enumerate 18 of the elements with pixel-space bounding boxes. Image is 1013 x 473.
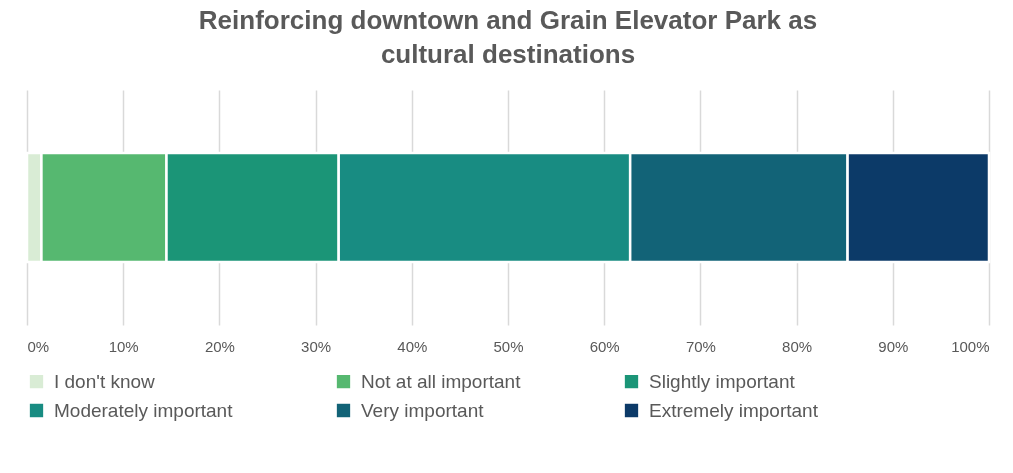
x-tick-label: 50% [493, 337, 524, 355]
legend-label: Very important [361, 399, 485, 421]
legend-label: Moderately important [54, 399, 234, 421]
legend-label: Slightly important [649, 370, 796, 392]
legend-label: Not at all important [361, 370, 522, 392]
x-tick-label: 20% [204, 337, 235, 355]
x-tick-label: 30% [301, 337, 332, 355]
x-tick-label: 60% [589, 337, 620, 355]
chart-title: Reinforcing downtown and Grain Elevator Park as cultural destinations [198, 5, 818, 69]
x-tick-label: 0% [27, 337, 50, 355]
x-tick-label: 70% [685, 337, 716, 355]
x-tick-label: 80% [782, 337, 813, 355]
x-tick-label: 40% [397, 337, 428, 355]
legend-label: Extremely important [649, 399, 819, 421]
x-tick-label: 10% [108, 337, 139, 355]
legend-label: I don't know [54, 370, 156, 392]
x-tick-label: 100% [951, 337, 990, 355]
x-tick-label: 90% [878, 337, 909, 355]
